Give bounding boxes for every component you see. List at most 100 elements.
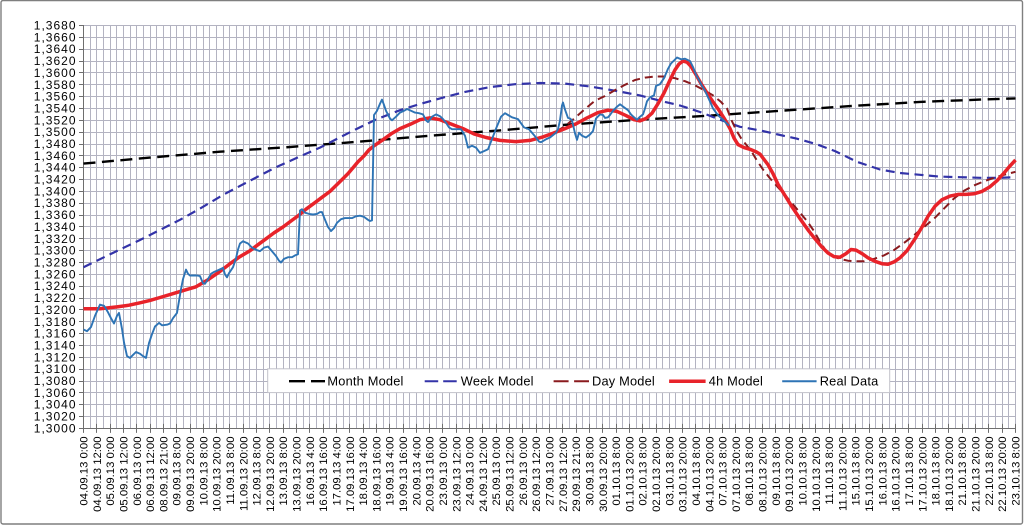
svg-text:1,3100: 1,3100	[34, 362, 77, 376]
svg-text:17.10.13 20:00: 17.10.13 20:00	[917, 437, 929, 512]
svg-text:1,3540: 1,3540	[34, 102, 77, 116]
svg-text:17.10.13 8:00: 17.10.13 8:00	[904, 437, 916, 506]
svg-text:26.09.13 12:00: 26.09.13 12:00	[531, 437, 543, 512]
svg-text:1,3360: 1,3360	[34, 208, 77, 222]
svg-text:15.10.13 8:00: 15.10.13 8:00	[851, 437, 863, 506]
svg-text:23.10.13 8:00: 23.10.13 8:00	[1011, 437, 1023, 506]
svg-text:29.09.13 21:00: 29.09.13 21:00	[571, 437, 583, 512]
svg-text:04.09.13 0:00: 04.09.13 0:00	[79, 437, 91, 506]
svg-text:26.09.13 0:00: 26.09.13 0:00	[518, 437, 530, 506]
svg-text:13.09.13 20:00: 13.09.13 20:00	[292, 437, 304, 512]
svg-text:06.09.13 12:00: 06.09.13 12:00	[145, 437, 157, 512]
svg-text:11.10.13 20:00: 11.10.13 20:00	[837, 437, 849, 512]
svg-text:13.09.13 8:00: 13.09.13 8:00	[278, 437, 290, 506]
svg-text:05.09.13 0:00: 05.09.13 0:00	[105, 437, 117, 506]
svg-text:1,3300: 1,3300	[34, 244, 77, 258]
svg-text:21.10.13 8:00: 21.10.13 8:00	[957, 437, 969, 506]
svg-text:03.10.13 8:00: 03.10.13 8:00	[664, 437, 676, 506]
svg-text:22.10.13 8:00: 22.10.13 8:00	[984, 437, 996, 506]
svg-text:23.09.13 0:00: 23.09.13 0:00	[438, 437, 450, 506]
svg-text:24.09.13 0:00: 24.09.13 0:00	[465, 437, 477, 506]
svg-text:1,3220: 1,3220	[34, 291, 77, 305]
svg-text:09.09.13 8:00: 09.09.13 8:00	[172, 437, 184, 506]
svg-text:19.09.13 4:00: 19.09.13 4:00	[385, 437, 397, 506]
svg-text:15.10.13 20:00: 15.10.13 20:00	[864, 437, 876, 512]
svg-text:Week Model: Week Model	[461, 374, 534, 389]
svg-text:Real Data: Real Data	[820, 374, 879, 389]
svg-text:10.09.13 8:00: 10.09.13 8:00	[198, 437, 210, 506]
svg-text:1,3160: 1,3160	[34, 327, 77, 341]
svg-text:04.10.13 8:00: 04.10.13 8:00	[691, 437, 703, 506]
svg-text:1,3680: 1,3680	[34, 19, 77, 33]
svg-text:17.09.13 16:00: 17.09.13 16:00	[345, 437, 357, 512]
svg-text:17.09.13 4:00: 17.09.13 4:00	[332, 437, 344, 506]
svg-text:18.10.13 8:00: 18.10.13 8:00	[931, 437, 943, 506]
svg-text:10.10.13 20:00: 10.10.13 20:00	[811, 437, 823, 512]
svg-text:1,3080: 1,3080	[34, 374, 77, 388]
svg-text:20.09.13 16:00: 20.09.13 16:00	[425, 437, 437, 512]
svg-text:04.09.13 12:00: 04.09.13 12:00	[92, 437, 104, 512]
svg-text:1,3420: 1,3420	[34, 173, 77, 187]
svg-text:05.09.13 12:00: 05.09.13 12:00	[118, 437, 130, 512]
svg-text:1,3340: 1,3340	[34, 220, 77, 234]
svg-text:04.10.13 20:00: 04.10.13 20:00	[704, 437, 716, 512]
svg-text:11.09.13 20:00: 11.09.13 20:00	[238, 437, 250, 512]
svg-text:1,3620: 1,3620	[34, 54, 77, 68]
svg-text:4h Model: 4h Model	[709, 374, 763, 389]
svg-text:1,3000: 1,3000	[34, 421, 77, 435]
svg-text:08.10.13 8:00: 08.10.13 8:00	[744, 437, 756, 506]
svg-text:07.10.13 20:00: 07.10.13 20:00	[731, 437, 743, 512]
svg-text:02.10.13 8:00: 02.10.13 8:00	[638, 437, 650, 506]
svg-text:01.10.13 20:00: 01.10.13 20:00	[624, 437, 636, 512]
svg-text:02.10.13 20:00: 02.10.13 20:00	[651, 437, 663, 512]
svg-text:1,3320: 1,3320	[34, 232, 77, 246]
svg-text:11.10.13 8:00: 11.10.13 8:00	[824, 437, 836, 505]
svg-text:30.09.13 20:00: 30.09.13 20:00	[598, 437, 610, 512]
svg-text:18.10.13 20:00: 18.10.13 20:00	[944, 437, 956, 512]
svg-text:1,3140: 1,3140	[34, 338, 77, 352]
svg-text:1,3460: 1,3460	[34, 149, 77, 163]
svg-text:19.09.13 16:00: 19.09.13 16:00	[398, 437, 410, 512]
svg-text:03.10.13 20:00: 03.10.13 20:00	[678, 437, 690, 512]
svg-text:1,3020: 1,3020	[34, 410, 77, 424]
svg-text:08.09.13 21:00: 08.09.13 21:00	[158, 437, 170, 512]
svg-text:1,3240: 1,3240	[34, 279, 77, 293]
svg-text:1,3380: 1,3380	[34, 196, 77, 210]
svg-text:1,3640: 1,3640	[34, 42, 77, 56]
svg-text:1,3560: 1,3560	[34, 90, 77, 104]
svg-text:24.09.13 12:00: 24.09.13 12:00	[478, 437, 490, 512]
svg-text:1,3260: 1,3260	[34, 267, 77, 281]
svg-text:1,3440: 1,3440	[34, 161, 77, 175]
svg-text:21.10.13 20:00: 21.10.13 20:00	[971, 437, 983, 512]
svg-text:25.09.13 12:00: 25.09.13 12:00	[505, 437, 517, 512]
svg-text:12.09.13 20:00: 12.09.13 20:00	[265, 437, 277, 512]
svg-text:10.09.13 20:00: 10.09.13 20:00	[212, 437, 224, 512]
svg-text:10.10.13 8:00: 10.10.13 8:00	[798, 437, 810, 506]
svg-text:1,3120: 1,3120	[34, 350, 77, 364]
svg-text:27.09.13 12:00: 27.09.13 12:00	[558, 437, 570, 512]
svg-text:1,3500: 1,3500	[34, 125, 77, 139]
svg-text:20.09.13 4:00: 20.09.13 4:00	[411, 437, 423, 506]
svg-text:16.10.13 8:00: 16.10.13 8:00	[877, 437, 889, 506]
svg-text:Day Model: Day Model	[592, 374, 655, 389]
svg-text:25.09.13 0:00: 25.09.13 0:00	[491, 437, 503, 506]
svg-text:30.09.13 8:00: 30.09.13 8:00	[584, 437, 596, 506]
svg-text:01.10.13 8:00: 01.10.13 8:00	[611, 437, 623, 506]
svg-text:16.10.13 20:00: 16.10.13 20:00	[891, 437, 903, 512]
svg-text:18.09.13 16:00: 18.09.13 16:00	[371, 437, 383, 512]
svg-text:18.09.13 4:00: 18.09.13 4:00	[358, 437, 370, 506]
svg-text:06.09.13 0:00: 06.09.13 0:00	[132, 437, 144, 506]
svg-text:09.09.13 20:00: 09.09.13 20:00	[185, 437, 197, 512]
svg-text:Month Model: Month Model	[327, 374, 403, 389]
svg-text:1,3040: 1,3040	[34, 398, 77, 412]
svg-text:1,3600: 1,3600	[34, 66, 77, 80]
svg-text:1,3480: 1,3480	[34, 137, 77, 151]
svg-text:1,3580: 1,3580	[34, 78, 77, 92]
svg-text:08.10.13 20:00: 08.10.13 20:00	[758, 437, 770, 512]
svg-text:16.09.13 4:00: 16.09.13 4:00	[305, 437, 317, 506]
svg-text:1,3200: 1,3200	[34, 303, 77, 317]
svg-text:07.10.13 8:00: 07.10.13 8:00	[718, 437, 730, 506]
svg-text:12.09.13 8:00: 12.09.13 8:00	[252, 437, 264, 506]
svg-text:22.10.13 20:00: 22.10.13 20:00	[997, 437, 1009, 512]
svg-text:09.10.13 8:00: 09.10.13 8:00	[771, 437, 783, 506]
